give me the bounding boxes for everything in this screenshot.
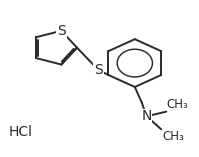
- Text: N: N: [141, 109, 152, 123]
- Text: S: S: [94, 63, 103, 77]
- Text: CH₃: CH₃: [162, 130, 184, 143]
- Text: HCl: HCl: [9, 125, 33, 139]
- Text: CH₃: CH₃: [167, 98, 189, 111]
- Text: S: S: [57, 24, 66, 38]
